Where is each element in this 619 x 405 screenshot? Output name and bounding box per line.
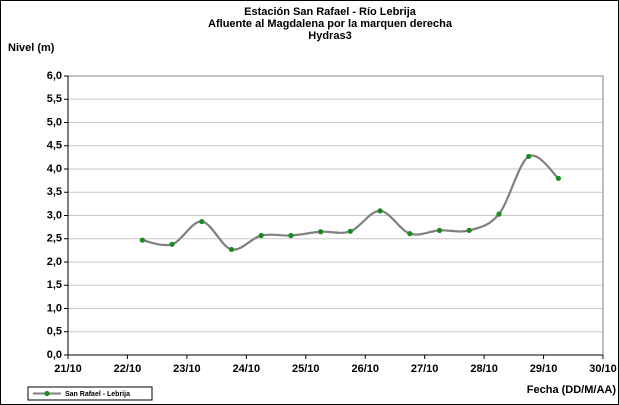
data-point <box>347 228 353 234</box>
x-tick-label: 26/10 <box>351 363 379 375</box>
data-point <box>407 231 413 237</box>
x-tick-label: 21/10 <box>54 363 82 375</box>
y-tick-label: 1,5 <box>47 279 62 291</box>
data-point <box>436 227 443 233</box>
y-axis-label: Nivel (m) <box>8 42 55 54</box>
y-tick-label: 0,5 <box>47 326 62 338</box>
x-tick-label: 25/10 <box>292 363 320 375</box>
x-tick-label: 30/10 <box>589 363 617 375</box>
data-point <box>555 175 562 181</box>
data-point <box>169 241 175 247</box>
data-point <box>466 227 472 233</box>
y-tick-label: 3,0 <box>47 209 62 221</box>
y-tick-label: 4,5 <box>47 140 62 152</box>
chart-title: Estación San Rafael - Río Lebrija <box>244 6 417 18</box>
data-point <box>318 229 324 235</box>
x-tick-label: 22/10 <box>114 363 142 375</box>
data-point <box>199 218 205 225</box>
data-point <box>496 211 502 217</box>
x-tick-label: 29/10 <box>530 363 558 375</box>
data-point <box>288 232 294 239</box>
y-tick-label: 1,0 <box>47 302 62 314</box>
x-tick-label: 28/10 <box>470 363 498 375</box>
data-point <box>139 237 145 243</box>
y-tick-label: 5,5 <box>47 93 62 105</box>
y-tick-label: 0,0 <box>47 349 62 361</box>
legend-label: San Rafael - Lebrija <box>65 391 130 398</box>
data-point <box>258 232 264 239</box>
y-tick-label: 5,0 <box>47 116 62 128</box>
y-tick-label: 6,0 <box>47 70 62 82</box>
data-point <box>526 153 532 160</box>
data-point <box>377 208 383 214</box>
chart-subtitle: Afluente al Magdalena por la marquen der… <box>208 18 453 30</box>
x-axis-label: Fecha (DD/M/AA) <box>527 384 617 396</box>
x-tick-label: 23/10 <box>173 363 201 375</box>
legend-marker <box>44 390 50 397</box>
y-tick-label: 2,0 <box>47 256 62 268</box>
x-tick-label: 27/10 <box>411 363 439 375</box>
legend-box <box>27 386 153 401</box>
y-tick-label: 2,5 <box>47 233 62 245</box>
y-tick-label: 3,5 <box>47 186 62 198</box>
y-tick-label: 4,0 <box>47 163 62 175</box>
chart-subtitle: Hydras3 <box>308 30 351 42</box>
data-point <box>228 246 235 253</box>
x-tick-label: 24/10 <box>233 363 261 375</box>
